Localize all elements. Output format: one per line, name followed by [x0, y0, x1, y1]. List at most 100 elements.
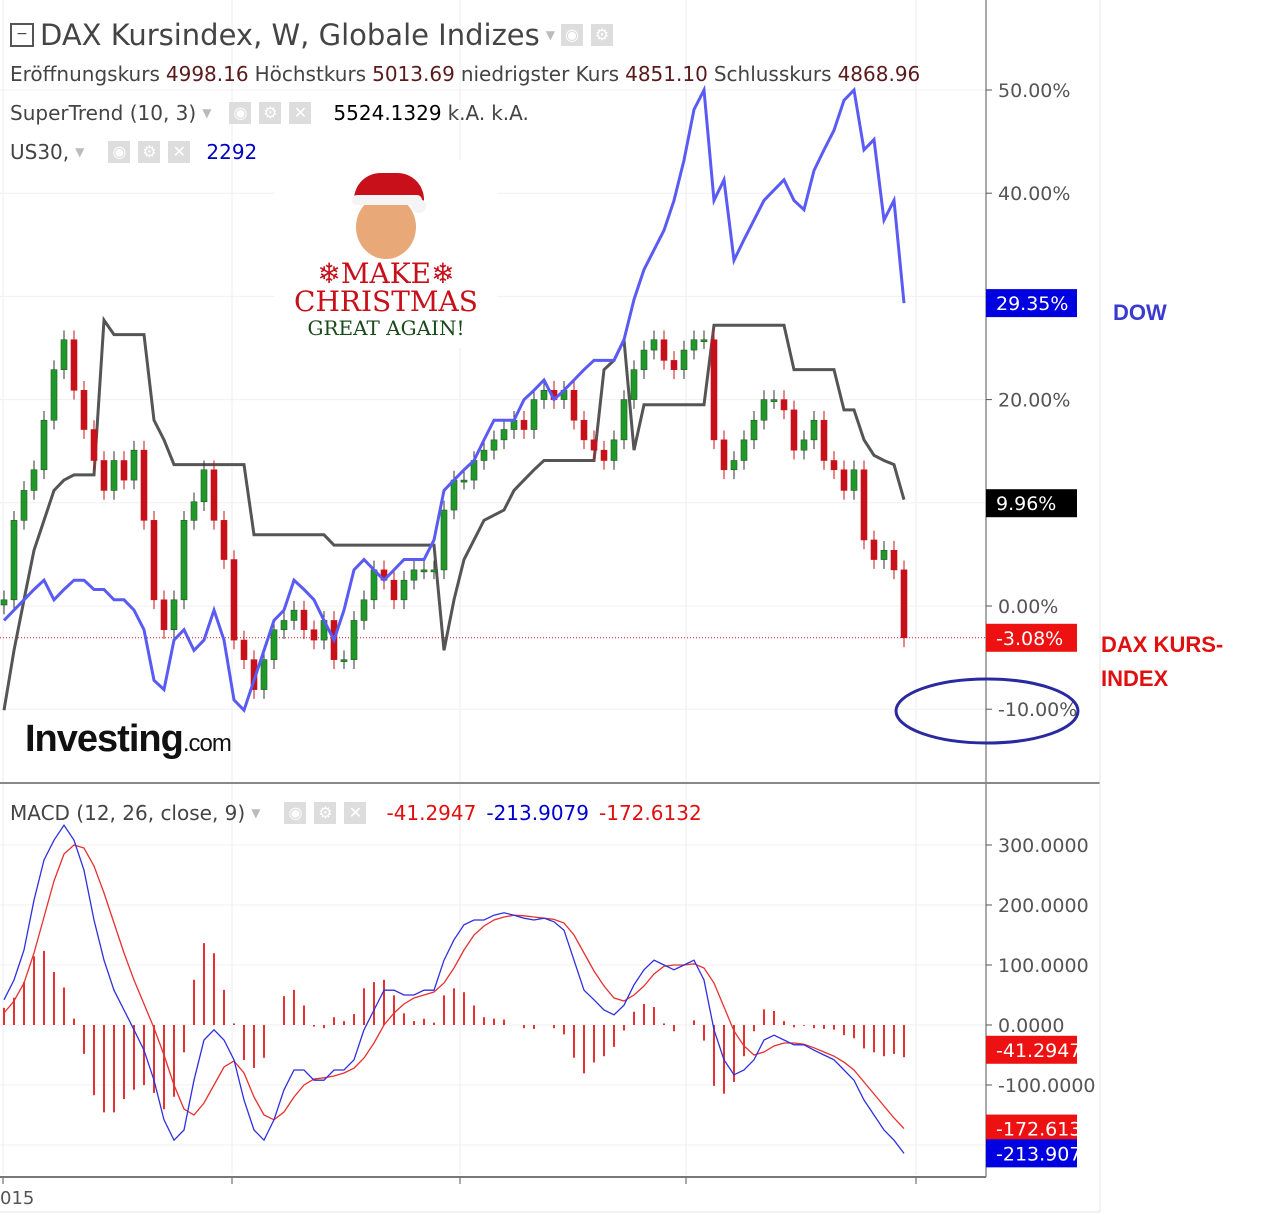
gear-icon[interactable]: ⚙ [138, 141, 161, 163]
visibility-icon[interactable]: ◉ [284, 802, 307, 824]
candle-body [210, 469, 218, 521]
candle-body [540, 390, 548, 400]
candle-body [890, 549, 898, 571]
price-badge: -3.08% [996, 628, 1063, 650]
candle-body [640, 349, 648, 370]
us30-label: US30, [10, 140, 70, 164]
close-icon[interactable]: ✕ [168, 141, 191, 163]
visibility-icon[interactable]: ◉ [229, 102, 252, 124]
candle-body [300, 609, 308, 631]
open-value: 4998.16 [165, 62, 249, 86]
chevron-down-icon[interactable]: ▼ [545, 28, 555, 42]
candle-body [430, 569, 438, 573]
candle-body [390, 579, 398, 601]
candle-body [130, 449, 138, 481]
gear-icon[interactable]: ⚙ [314, 802, 337, 824]
candle-body [170, 599, 178, 631]
dow-line [2, 84, 906, 714]
macd-badge-bg [986, 1035, 1077, 1064]
candle-body [290, 609, 298, 621]
price-badge-bg [986, 289, 1077, 318]
gear-icon[interactable]: ⚙ [591, 24, 613, 46]
candle-body [240, 639, 248, 660]
supertrend-label: SuperTrend (10, 3) [10, 101, 197, 125]
low-label: niedrigster Kurs [460, 62, 620, 86]
candle-body [360, 599, 368, 621]
candle-body [270, 629, 278, 660]
candle-body [260, 659, 268, 690]
candle-body [400, 579, 408, 601]
supertrend-value-2: k.A. [447, 101, 486, 125]
candle-body [870, 539, 878, 560]
candle-body [860, 469, 868, 541]
price-badge-bg [986, 623, 1077, 652]
candle-body [880, 549, 888, 560]
candle-body [340, 659, 348, 662]
candle-body [0, 599, 8, 606]
candle-body [650, 339, 658, 351]
y-tick-label: -10.00% [998, 699, 1077, 721]
candle-body [40, 419, 48, 471]
candle-body [370, 569, 378, 601]
candle-body [350, 620, 358, 660]
candle-body [230, 559, 238, 641]
candle-body [280, 620, 288, 631]
macd-y-tick-label: 200.0000 [998, 895, 1089, 917]
price-badge: 9.96% [996, 493, 1056, 515]
meme-line-2: CHRISTMAS [294, 285, 478, 318]
dax-annotation-line-2: INDEX [1101, 666, 1169, 691]
candle-body [480, 449, 488, 461]
candle-body [90, 429, 98, 461]
candle-body [780, 399, 788, 411]
close-icon[interactable]: ✕ [289, 102, 312, 124]
gear-icon[interactable]: ⚙ [259, 102, 282, 124]
candle-body [900, 569, 908, 639]
signal-value: -172.6132 [599, 801, 702, 825]
price-badge-bg [986, 489, 1077, 518]
supertrend-line [2, 315, 906, 711]
macd-value: -213.9079 [486, 801, 590, 825]
y-tick-label: 40.00% [998, 183, 1070, 205]
candle-body [760, 399, 768, 421]
macd-badge-bg [986, 1139, 1077, 1168]
y-tick-label: 0.00% [998, 596, 1058, 618]
candle-body [50, 369, 58, 421]
macd-badge: -213.9079 [996, 1143, 1094, 1165]
chart-title: DAX Kursindex, W, Globale Indizes [40, 18, 540, 52]
macd-y-tick-label: 300.0000 [998, 835, 1089, 857]
collapse-icon[interactable]: − [10, 23, 34, 47]
candle-body [750, 419, 758, 441]
candle-body [790, 409, 798, 451]
supertrend-legend: SuperTrend (10, 3) ▼ ◉ ⚙ ✕ 5524.1329 k.A. k.… [10, 101, 529, 125]
dow-annotation: DOW [1113, 300, 1167, 325]
visibility-icon[interactable]: ◉ [561, 24, 583, 46]
candle-body [770, 399, 778, 402]
candle-body [600, 449, 608, 461]
ohlc-legend: Eröffnungskurs 4998.16 Höchstkurs 5013.69 … [10, 62, 920, 86]
candle-body [220, 520, 228, 560]
investing-logo: Investing.com [25, 718, 232, 760]
candle-body [60, 339, 68, 370]
candle-body [800, 439, 808, 451]
chevron-down-icon[interactable]: ▼ [75, 145, 85, 159]
macd-y-tick-label: -100.0000 [998, 1075, 1096, 1097]
highlight-circle [894, 677, 1080, 745]
christmas-meme-image: ❄MAKE❄ CHRISTMAS GREAT AGAIN! [275, 160, 497, 348]
candle-body [190, 501, 198, 521]
chevron-down-icon[interactable]: ▼ [251, 806, 261, 820]
close-icon[interactable]: ✕ [344, 802, 367, 824]
candle-body [520, 419, 528, 430]
candle-body [590, 439, 598, 451]
macd-line [3, 824, 905, 1154]
candle-body [700, 339, 708, 343]
macd-badge: -41.2947 [996, 1040, 1081, 1062]
candle-body [200, 469, 208, 503]
macd-badge-bg [986, 1114, 1077, 1143]
candle-body [620, 399, 628, 441]
chevron-down-icon[interactable]: ▼ [202, 106, 212, 120]
main-legend: − DAX Kursindex, W, Globale Indizes ▼ ◉ ⚙ [10, 18, 615, 52]
close-value: 4868.96 [837, 62, 921, 86]
visibility-icon[interactable]: ◉ [108, 141, 131, 163]
